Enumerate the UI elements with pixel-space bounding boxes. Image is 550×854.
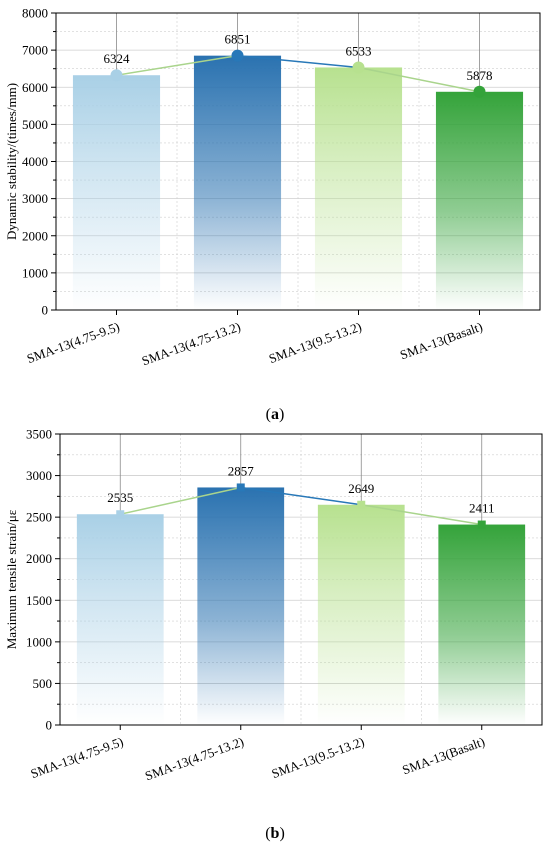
y-tick-label: 2000 xyxy=(26,551,52,566)
y-tick-label: 3000 xyxy=(26,468,52,483)
chart-a-svg: 6324 6851 6533 5878 0 1000 2000 3000 4000 5000 600… xyxy=(4,6,541,369)
line-segment-3 xyxy=(358,66,480,93)
x-tick-label: SMA-13(4.75-9.5) xyxy=(29,734,126,781)
y-tick-label: 5000 xyxy=(22,117,48,132)
y-tick-label: 2000 xyxy=(22,228,48,243)
data-label-1: 2535 xyxy=(107,490,133,505)
panel-label-a-close: ) xyxy=(279,406,285,423)
x-tick-label: SMA-13(Basalt) xyxy=(400,734,487,778)
marker-2 xyxy=(236,483,245,492)
line-segment-2 xyxy=(240,486,362,506)
bar-4 xyxy=(435,91,524,310)
panel-label-b-letter: b xyxy=(270,825,280,842)
data-label-4: 2411 xyxy=(469,501,495,516)
y-tick-label: 0 xyxy=(42,303,49,318)
y-tick-label: 3000 xyxy=(22,191,48,206)
bar-1 xyxy=(76,514,164,725)
panel-label-b: (b) xyxy=(0,825,550,843)
marker-4 xyxy=(473,85,486,98)
line-segment-3 xyxy=(361,504,482,526)
panel-label-b-close: ) xyxy=(279,825,285,842)
data-label-4: 5878 xyxy=(467,68,493,83)
chart-b: 2535 2857 2649 2411 0 500 1000 1500 2000 2500 3000… xyxy=(0,418,550,816)
marker-1 xyxy=(110,69,123,82)
bar-4 xyxy=(438,524,526,725)
y-tick-label: 4000 xyxy=(22,154,48,169)
bar-3 xyxy=(317,504,405,725)
bar-3 xyxy=(314,67,403,310)
marker-3 xyxy=(357,500,366,509)
panel-label-a: (a) xyxy=(0,406,550,424)
x-tick-label: SMA-13(9.5-13.2) xyxy=(267,319,364,366)
line-segment-1 xyxy=(116,54,238,76)
y-tick-label: 1000 xyxy=(22,265,48,280)
line-segment-2 xyxy=(237,54,359,69)
y-tick-label: 1000 xyxy=(26,634,52,649)
bar-2 xyxy=(197,487,285,725)
y-tick-label: 8000 xyxy=(22,6,48,21)
y-tick-label: 6000 xyxy=(22,80,48,95)
y-tick-label: 1500 xyxy=(26,593,52,608)
panel-label-a-letter: a xyxy=(271,406,279,423)
data-label-3: 6533 xyxy=(346,43,372,58)
data-label-2: 2857 xyxy=(228,463,255,478)
y-tick-label: 2500 xyxy=(26,510,52,525)
data-label-1: 6324 xyxy=(104,51,131,66)
line-segment-1 xyxy=(120,486,241,515)
y-tick-label: 0 xyxy=(46,718,53,733)
x-tick-label: SMA-13(9.5-13.2) xyxy=(270,734,367,781)
y-axis-title: Dynamic stability/(times/mm) xyxy=(4,83,19,240)
bar-1 xyxy=(72,75,161,310)
y-tick-label: 7000 xyxy=(22,43,48,58)
panel-label-a-open: ( xyxy=(265,406,271,423)
marker-4 xyxy=(477,520,486,529)
x-tick-label: SMA-13(Basalt) xyxy=(398,319,485,363)
x-tick-label: SMA-13(4.75-9.5) xyxy=(25,319,122,366)
panel-label-b-open: ( xyxy=(265,825,271,842)
marker-1 xyxy=(116,510,125,519)
data-label-2: 6851 xyxy=(225,32,251,47)
marker-2 xyxy=(231,49,244,62)
x-tick-label: SMA-13(4.75-13.2) xyxy=(143,734,246,784)
chart-a: 6324 6851 6533 5878 0 1000 2000 3000 4000 5000 600… xyxy=(0,0,550,400)
y-tick-label: 500 xyxy=(33,676,53,691)
x-tick-label: SMA-13(4.75-13.2) xyxy=(140,319,243,369)
y-axis-title: Maximum tensile strain/με xyxy=(4,509,19,649)
data-label-3: 2649 xyxy=(348,481,374,496)
chart-b-svg: 2535 2857 2649 2411 0 500 1000 1500 2000 2500 3000… xyxy=(4,427,543,784)
bar-2 xyxy=(193,55,282,311)
y-tick-label: 3500 xyxy=(26,427,52,442)
marker-3 xyxy=(352,61,365,74)
